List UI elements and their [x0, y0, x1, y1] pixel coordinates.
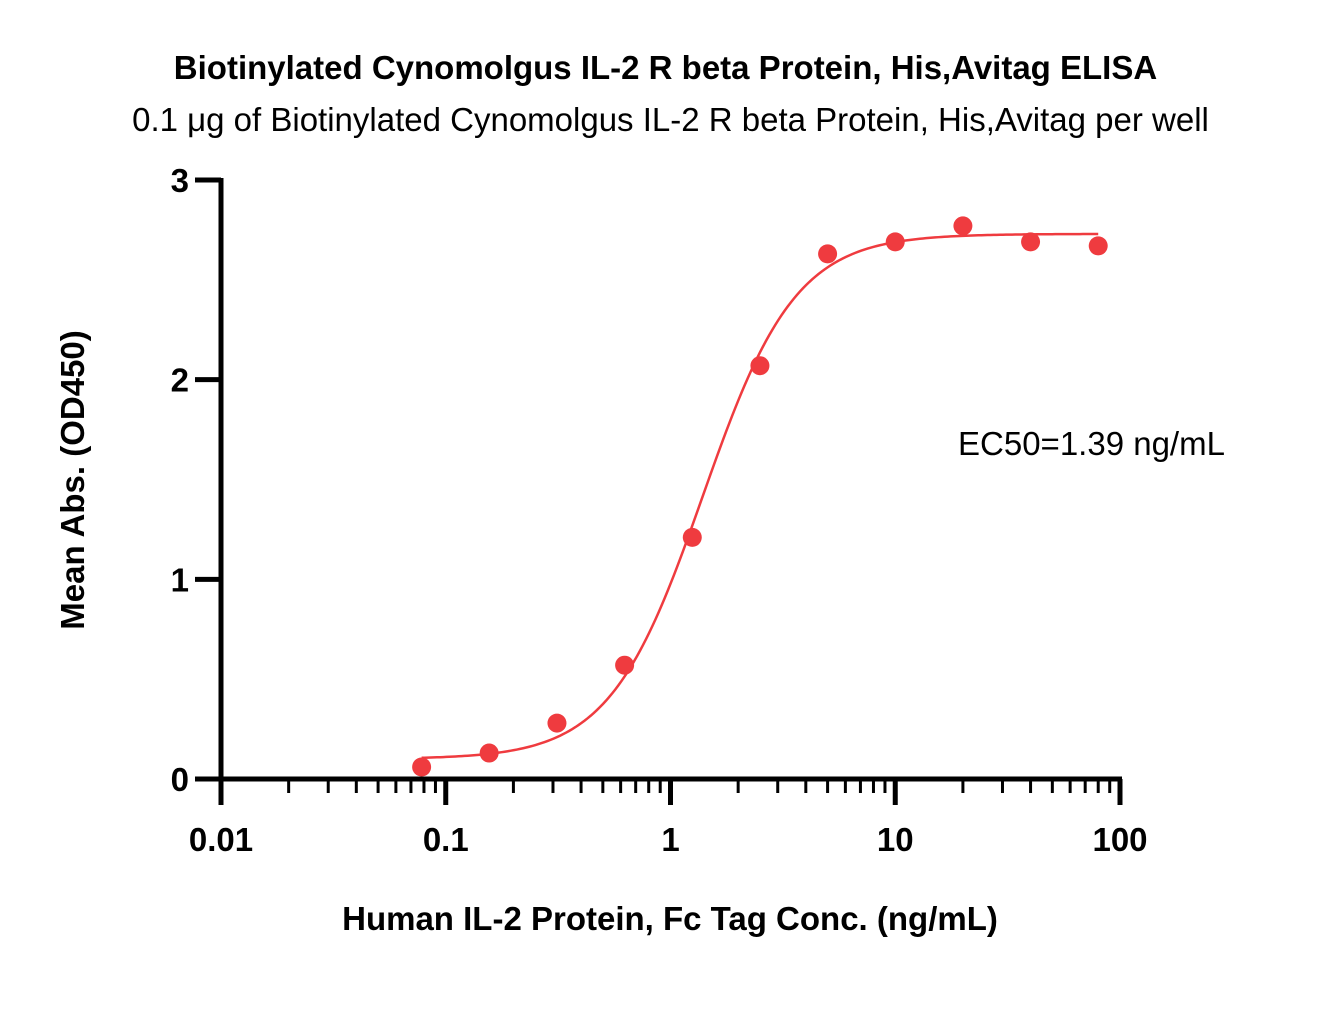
x-tick-label: 0.1 [423, 821, 469, 858]
y-tick-label: 1 [171, 561, 189, 598]
data-point [479, 743, 499, 763]
data-points [412, 216, 1108, 777]
x-tick-label: 10 [877, 821, 914, 858]
data-point [750, 356, 770, 376]
data-point [1088, 236, 1108, 256]
x-tick-label: 0.01 [189, 821, 253, 858]
data-point [1021, 232, 1041, 252]
y-tick-label: 2 [171, 362, 189, 399]
y-axis-label: Mean Abs. (OD450) [54, 330, 91, 630]
y-tick-label: 0 [171, 761, 189, 798]
data-point [885, 232, 905, 252]
fit-curve [421, 232, 1099, 760]
axes: 0 1 2 3 0.01 0.1 1 10 100 [171, 162, 1148, 858]
data-point [547, 713, 567, 733]
x-axis-label: Human IL-2 Protein, Fc Tag Conc. (ng/mL) [342, 900, 998, 937]
ec50-annotation: EC50=1.39 ng/mL [958, 425, 1225, 462]
x-tick-label: 100 [1092, 821, 1147, 858]
chart-title: Biotinylated Cynomolgus IL-2 R beta Prot… [173, 49, 1158, 86]
data-point [615, 655, 635, 675]
x-tick-label: 1 [661, 821, 679, 858]
chart-subtitle: 0.1 μg of Biotinylated Cynomolgus IL-2 R… [132, 101, 1209, 138]
data-point [818, 244, 838, 264]
data-point [682, 527, 702, 547]
fit-curve-group [421, 232, 1099, 760]
data-point [412, 757, 432, 777]
y-tick-label: 3 [171, 162, 189, 199]
data-point [953, 216, 973, 236]
